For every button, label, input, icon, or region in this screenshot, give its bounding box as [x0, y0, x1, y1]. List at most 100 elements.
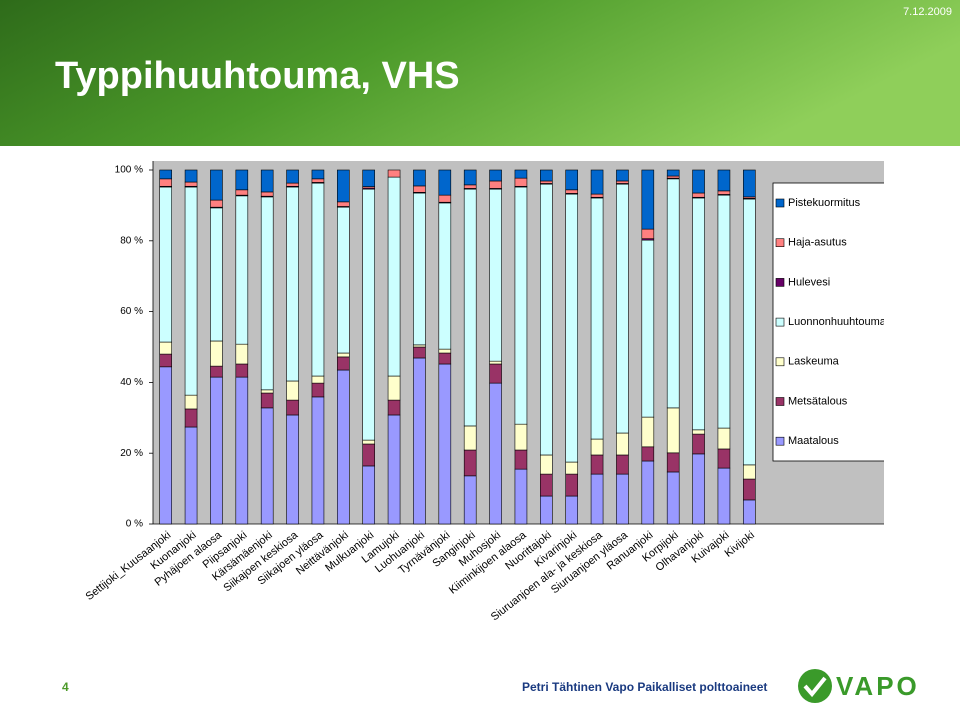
bar-segment	[235, 376, 249, 525]
bar-segment	[260, 196, 274, 391]
bar-segment	[387, 414, 401, 525]
bar-segment	[463, 449, 477, 477]
bar-segment	[286, 380, 299, 401]
bar-segment	[717, 194, 731, 429]
legend-label: Haja-asutus	[788, 237, 847, 249]
y-tick-label: 60 %	[120, 306, 143, 317]
bar-segment	[666, 407, 680, 454]
bar-segment	[184, 394, 198, 410]
bar-segment	[362, 439, 375, 445]
legend-swatch	[775, 317, 785, 327]
legend-box	[772, 182, 884, 462]
bar-segment	[616, 454, 629, 475]
legend-label: Maatalous	[788, 435, 839, 447]
bar-segment	[311, 375, 325, 384]
bar-segment	[210, 340, 223, 367]
bar-segment	[489, 382, 502, 525]
legend: Maatalous Metsätalous Laskeuma Luonnonhuuht…	[775, 197, 887, 447]
bar-segment	[666, 452, 680, 473]
bar-segment	[641, 416, 655, 448]
bar-segment	[743, 499, 756, 525]
bar-segment	[666, 169, 680, 177]
bar-segment	[641, 169, 655, 230]
legend-label: Pistekuormitus	[788, 197, 861, 209]
y-tick-label: 80 %	[120, 235, 143, 246]
bar-segment	[235, 169, 249, 191]
legend-label: Laskeuma	[788, 356, 840, 368]
bar-segment	[337, 369, 350, 525]
logo-text: VAPO	[836, 671, 920, 701]
date: 7.12.2009	[903, 6, 952, 18]
bar-segment	[641, 446, 655, 462]
bar-segment	[692, 429, 705, 435]
bar-segment	[311, 178, 325, 183]
legend-label: Luonnonhuuhtouma	[788, 316, 887, 328]
bar-segment	[210, 207, 223, 342]
bar-segment	[286, 182, 299, 187]
bar-segment	[159, 353, 172, 368]
bar-segment	[413, 169, 426, 187]
bar-segment	[565, 193, 578, 463]
bar-segment	[463, 184, 477, 189]
legend-label: Metsätalous	[788, 395, 848, 407]
bar-segment	[438, 348, 452, 354]
bar-segment	[413, 185, 426, 193]
bar-segment	[463, 425, 477, 451]
bar-segment	[692, 453, 705, 525]
bar-segment	[210, 376, 223, 525]
bar-segment	[616, 180, 629, 184]
y-tick-label: 40 %	[120, 377, 143, 388]
bar-segment	[235, 343, 249, 365]
bar-segment	[717, 169, 731, 192]
bar-segment	[743, 478, 756, 501]
bar-segment	[159, 186, 172, 343]
bar-segment	[260, 169, 274, 193]
bar-segment	[590, 438, 604, 456]
bar-segment	[286, 414, 299, 525]
bar-segment	[260, 392, 274, 409]
bar-segment	[616, 473, 629, 525]
legend-swatch	[775, 397, 785, 406]
bar-segment	[235, 363, 249, 378]
bar-segment	[641, 239, 655, 418]
legend-swatch	[775, 278, 785, 287]
slide-title: Typpihuuhtouma, VHS	[55, 55, 460, 97]
bar-segment	[387, 176, 401, 377]
bar-segment	[184, 186, 198, 396]
bar-segment	[286, 169, 299, 184]
bar-segment	[540, 473, 553, 497]
bar-segment	[616, 169, 629, 182]
bar-segment	[692, 197, 705, 431]
bar-segment	[311, 169, 325, 180]
bar-segment	[666, 175, 680, 179]
bar-segment	[540, 183, 553, 456]
bar-segment	[235, 189, 249, 196]
bar-segment	[463, 188, 477, 427]
bar-segment	[337, 352, 350, 358]
bar-segment	[540, 169, 553, 182]
bar-segment	[565, 169, 578, 191]
bar-segment	[413, 192, 426, 346]
bar-segment	[311, 382, 325, 398]
bar-segment	[159, 366, 172, 525]
legend-swatch	[775, 238, 785, 247]
bar-segment	[565, 495, 578, 525]
bar-segment	[184, 426, 198, 525]
bar-segment	[641, 228, 655, 239]
bar-segment	[489, 169, 502, 182]
bar-segment	[666, 178, 680, 409]
bar-segment	[210, 169, 223, 201]
bar-segment	[438, 169, 452, 196]
bar-segment	[337, 169, 350, 203]
bar-segment	[286, 186, 299, 382]
bar-segment	[717, 427, 731, 450]
bar-segment	[717, 467, 731, 525]
bar-segment	[286, 399, 299, 416]
bar-segment	[311, 182, 325, 377]
bar-segment	[540, 454, 553, 475]
bar-segment	[362, 465, 375, 525]
bar-segment	[743, 464, 756, 480]
bar-segment	[362, 169, 375, 187]
